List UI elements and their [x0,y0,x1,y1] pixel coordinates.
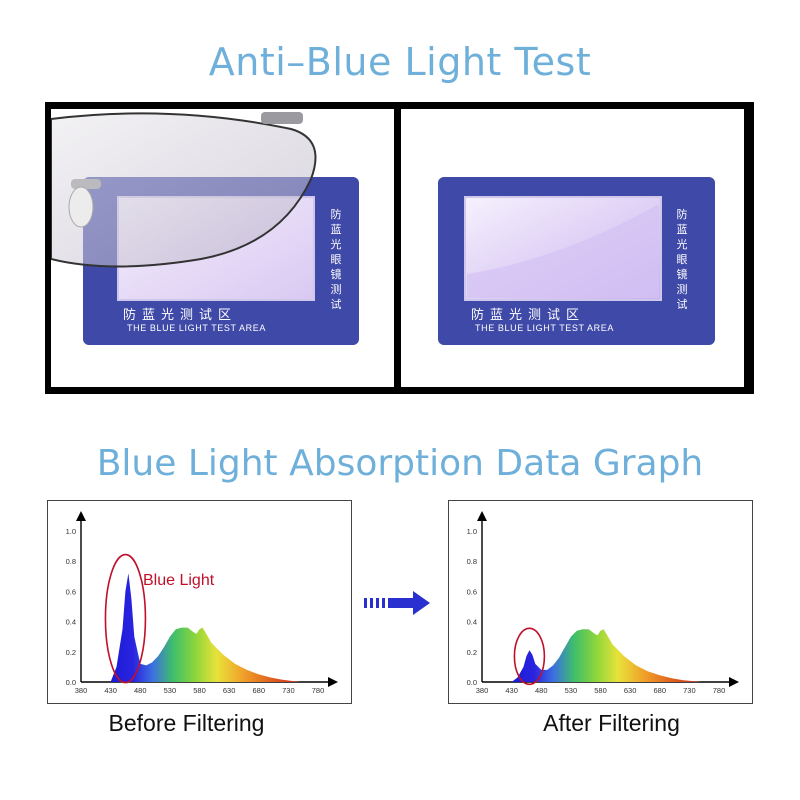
caption-after-filtering: After Filtering [543,710,680,736]
y-tick-label: 0.4 [66,618,76,627]
arrow-right-icon [364,591,430,615]
x-tick-label: 480 [134,686,147,695]
anti-blue-light-test-title: Anti–Blue Light Test [208,40,592,84]
y-tick-label: 0.8 [66,557,76,566]
y-tick-label: 0.0 [66,678,76,687]
y-tick-label: 0.2 [66,648,76,657]
x-tick-label: 430 [505,686,518,695]
test-card-illustration [438,177,715,345]
x-tick-label: 580 [193,686,206,695]
y-tick-label: 0.2 [467,648,477,657]
x-tick-label: 780 [312,686,325,695]
graph-before-filtering: 0.0 0.2 0.4 0.6 0.8 1.0 380 430 480 530 580 630 680 7… [47,500,352,704]
photo-without-lens: 防蓝光眼镜测试 防蓝光测试区 THE BLUE LIGHT TEST AREA [401,109,744,387]
glasses-lens [51,112,317,268]
blue-light-highlight [513,627,546,686]
test-photo-frame: 防蓝光眼镜测试 防蓝光测试区 THE BLUE LIGHT TEST AREA … [45,102,754,394]
y-axis-arrow [477,511,487,521]
x-axis-arrow [729,677,739,687]
glasses-hinge [68,112,303,228]
x-tick-label: 680 [252,686,265,695]
y-tick-label: 0.8 [467,557,477,566]
spectrum-chart-before: 0.0 0.2 0.4 0.6 0.8 1.0 380 430 480 530 580 630 680 7… [66,511,338,695]
x-tick-label: 380 [476,686,489,695]
y-tick-label: 0.4 [467,618,477,627]
card-vertical-text: 防蓝光眼镜测试 [676,208,688,311]
absorption-graph-title: Blue Light Absorption Data Graph [96,443,704,484]
y-tick-label: 0.6 [66,587,76,596]
x-tick-label: 580 [594,686,607,695]
y-tick-label: 0.6 [467,587,477,596]
graph-after-filtering: 0.0 0.2 0.4 0.6 0.8 1.0 380 430 480 530 580 630 680 7… [448,500,753,704]
card-english-text: THE BLUE LIGHT TEST AREA [475,323,614,333]
photo-with-lens: 防蓝光眼镜测试 防蓝光测试区 THE BLUE LIGHT TEST AREA [51,109,394,387]
blue-light-highlight [104,553,147,684]
card-vertical-text: 防蓝光眼镜测试 [330,208,342,311]
x-tick-label: 630 [624,686,637,695]
x-tick-label: 430 [104,686,117,695]
x-tick-label: 730 [282,686,295,695]
card-english-text: THE BLUE LIGHT TEST AREA [127,323,266,333]
card-chinese-text: 防蓝光测试区 [471,308,586,323]
y-tick-label: 0.0 [467,678,477,687]
test-card-illustration [51,112,359,345]
y-tick-label: 1.0 [467,527,477,536]
x-tick-label: 380 [75,686,88,695]
x-tick-label: 530 [164,686,177,695]
x-tick-label: 780 [713,686,726,695]
x-axis-arrow [328,677,338,687]
spectrum-chart-after: 0.0 0.2 0.4 0.6 0.8 1.0 380 430 480 530 580 630 680 7… [467,511,739,695]
test-card [438,177,715,345]
caption-before-filtering: Before Filtering [108,710,265,736]
spectrum-area [110,573,301,682]
x-tick-label: 530 [565,686,578,695]
blue-light-annotation: Blue Light [143,572,215,589]
x-tick-label: 680 [653,686,666,695]
spectrum-area [511,629,702,682]
y-axis-arrow [76,511,86,521]
x-tick-label: 480 [535,686,548,695]
y-tick-label: 1.0 [66,527,76,536]
x-tick-label: 730 [683,686,696,695]
card-chinese-text: 防蓝光测试区 [123,308,238,323]
x-tick-label: 630 [223,686,236,695]
